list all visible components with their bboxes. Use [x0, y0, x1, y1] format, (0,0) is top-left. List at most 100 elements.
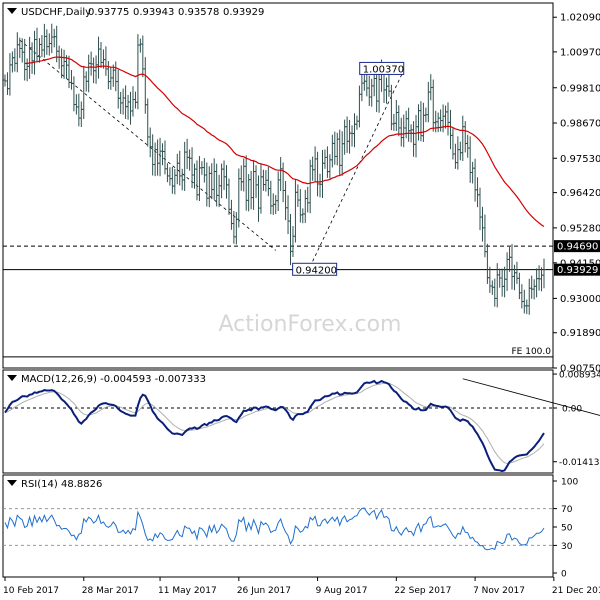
- ohlc-bar: [244, 155, 248, 211]
- ohlc-bar: [370, 78, 374, 107]
- ohlc-bar: [151, 134, 155, 176]
- ohlc-bar: [62, 49, 66, 79]
- ohlc-bar: [175, 153, 179, 185]
- ohlc-bar: [500, 268, 504, 297]
- dashed-trendline: [19, 39, 276, 251]
- ohlc-bar: [212, 158, 216, 200]
- ohlc-bar: [394, 99, 398, 131]
- ohlc-bar: [264, 170, 268, 192]
- ohlc-bar: [333, 131, 337, 165]
- ohlc-bar: [94, 55, 98, 84]
- ohlc-bar: [355, 115, 359, 130]
- ohlc-bar: [323, 149, 327, 169]
- ohlc-bar: [527, 278, 531, 315]
- ohlc-bar: [493, 278, 497, 307]
- ohlc-bar: [28, 36, 32, 79]
- ohlc-bar: [225, 165, 229, 199]
- ohlc-bar: [446, 102, 450, 136]
- ohlc-bar: [421, 102, 425, 142]
- ohlc-open: 0.93775: [88, 7, 129, 18]
- ohlc-bar: [505, 252, 509, 291]
- price-header: USDCHF,Daily 0.93775 0.93943 0.93578 0.9…: [7, 7, 264, 18]
- ohlc-bar: [532, 279, 536, 300]
- ohlc-bar: [232, 211, 236, 244]
- ohlc-bar: [365, 71, 369, 97]
- ohlc-bar: [124, 85, 128, 119]
- price-levels: 0.94690 0.93929 FE 100.0: [3, 240, 600, 358]
- ohlc-bar: [207, 166, 211, 208]
- ohlc-bar: [510, 243, 514, 290]
- ohlc-bar: [328, 154, 332, 179]
- rsi-y-tick-label: 50: [561, 524, 573, 534]
- ohlc-bar: [197, 156, 201, 202]
- price-y-tick-label: 1.02090: [560, 13, 600, 24]
- ohlc-close: 0.93929: [223, 7, 264, 18]
- ohlc-bar: [52, 28, 56, 48]
- ohlc-bar: [293, 179, 297, 243]
- ohlc-bar: [444, 105, 448, 129]
- ohlc-bar: [72, 76, 76, 112]
- ohlc-bar: [350, 125, 354, 147]
- ohlc-bar: [146, 98, 150, 147]
- ohlc-bar: [74, 94, 78, 115]
- ohlc-bar: [20, 38, 24, 63]
- x-tick-label: 11 May 2017: [158, 586, 217, 596]
- x-axis: 10 Feb 2017 28 Mar 2017 11 May 2017 26 Jun …: [3, 577, 600, 596]
- macd-pane-frame: [2, 369, 554, 474]
- ohlc-bar: [431, 79, 435, 132]
- ohlc-bar: [67, 55, 71, 89]
- ohlc-bar: [281, 162, 285, 203]
- level-price-label: 0.93929: [557, 265, 598, 276]
- ohlc-bar: [261, 169, 265, 191]
- macd-collapse-arrow-icon: [7, 375, 17, 381]
- ohlc-bar: [77, 93, 81, 127]
- price-y-tick-label: 0.96420: [560, 188, 600, 199]
- price-y-tick-label: 0.97530: [560, 154, 600, 165]
- ohlc-bar: [308, 159, 312, 214]
- price-y-tick-label: 0.95280: [560, 223, 600, 234]
- ohlc-bar: [229, 199, 233, 230]
- ohlc-bar: [158, 137, 162, 177]
- ohlc-bar: [239, 165, 243, 191]
- x-tick-label: 21 Dec 2017: [552, 586, 600, 596]
- ohlc-bar: [448, 109, 452, 150]
- ohlc-bar: [259, 164, 263, 214]
- ohlc-bar: [397, 105, 401, 137]
- ohlc-bar: [377, 71, 381, 113]
- ohlc-bar: [99, 41, 103, 68]
- ohlc-bar: [316, 151, 320, 197]
- rsi-y-tick-label: 100: [561, 478, 578, 488]
- ohlc-bar: [104, 46, 108, 76]
- ohlc-bar: [456, 136, 460, 170]
- ohlc-bar: [313, 146, 317, 182]
- ohlc-bar: [178, 150, 182, 186]
- ohlc-bar: [537, 265, 541, 291]
- ohlc-bar: [286, 195, 290, 235]
- ohlc-bar: [168, 167, 172, 186]
- ohlc-bar: [352, 113, 356, 148]
- price-annotations: 1.00370 0.94200: [292, 61, 405, 276]
- macd-y-tick-label: -0.014136: [559, 458, 600, 468]
- level-price-tag: [554, 263, 600, 276]
- ohlc-bar: [161, 143, 165, 166]
- ohlc-bar: [50, 23, 54, 54]
- ohlc-bar: [185, 138, 189, 170]
- dashed-trendline: [312, 70, 405, 262]
- macd-line: [4, 379, 545, 473]
- price-y-tick-label: 0.99810: [560, 83, 600, 94]
- ohlc-bar: [156, 139, 160, 176]
- ohlc-bar: [480, 206, 484, 242]
- ohlc-bar: [148, 127, 152, 158]
- ohlc-bar: [116, 69, 120, 109]
- ohlc-bar: [389, 84, 393, 131]
- ohlc-bar: [478, 187, 482, 231]
- fe-level-label: FE 100.0: [512, 347, 552, 357]
- price-pane-frame: [2, 2, 554, 369]
- ohlc-bar: [266, 166, 270, 197]
- ohlc-bar: [535, 268, 539, 298]
- ohlc-bar: [237, 168, 241, 228]
- ohlc-bar: [488, 266, 492, 293]
- annotation-box: [359, 61, 405, 75]
- ohlc-bar: [515, 261, 519, 284]
